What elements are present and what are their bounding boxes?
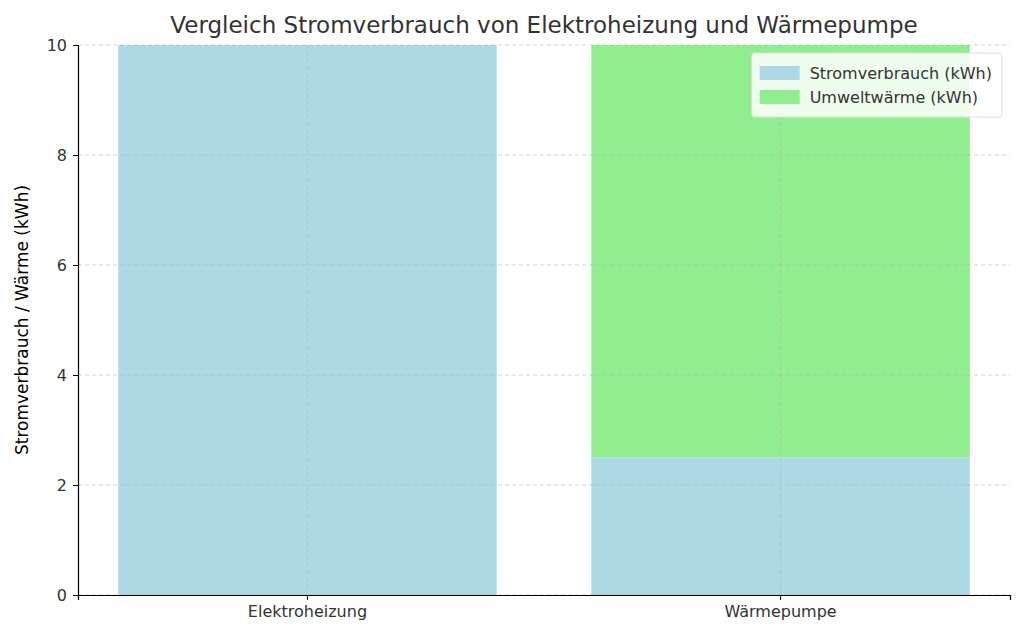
y-axis: 0 2 4 6 8 10 [47, 36, 79, 605]
bar [591, 458, 969, 596]
legend-label: Stromverbrauch (kWh) [810, 64, 992, 83]
y-tick: 10 [47, 36, 78, 55]
x-tick-mark [780, 595, 781, 600]
y-tick-label: 2 [57, 476, 67, 495]
bars [118, 45, 970, 595]
chart: 0 2 4 6 8 10 Elektroheizung Wärmepumpe Vergleich… [0, 0, 1024, 635]
y-tick: 0 [57, 586, 78, 605]
legend: Stromverbrauch (kWh) Umweltwärme (kWh) [752, 53, 1002, 117]
grid-line [78, 155, 1010, 156]
y-tick-mark [73, 265, 78, 266]
x-axis: Elektroheizung Wärmepumpe [79, 595, 1011, 621]
legend-swatch [760, 66, 800, 80]
legend-box [752, 53, 1002, 117]
x-tick-mark [307, 595, 308, 600]
y-axis-title: Stromverbrauch / Wärme (kWh) [12, 185, 32, 455]
y-tick-mark [73, 45, 78, 46]
y-tick-mark [73, 485, 78, 486]
y-tick: 4 [57, 366, 78, 385]
x-tick-label: Elektroheizung [248, 602, 367, 621]
y-tick: 8 [57, 146, 78, 165]
y-axis-line [73, 46, 79, 596]
grid [78, 45, 1010, 595]
legend-swatch [760, 90, 800, 104]
y-tick: 2 [57, 476, 78, 495]
y-tick-mark [73, 155, 78, 156]
x-tick: Wärmepumpe [724, 595, 836, 621]
title: Vergleich Stromverbrauch von Elektroheiz… [170, 12, 917, 38]
x-tick-label: Wärmepumpe [724, 602, 836, 621]
x-axis-line [79, 596, 1011, 601]
grid-line [78, 485, 1010, 486]
y-tick-mark [73, 595, 78, 596]
grid-line [78, 45, 1010, 46]
y-tick-label: 8 [57, 146, 67, 165]
grid-line [780, 45, 781, 595]
legend-label: Umweltwärme (kWh) [810, 88, 978, 107]
y-tick-label: 0 [57, 586, 67, 605]
y-tick-mark [73, 375, 78, 376]
y-tick: 6 [57, 256, 78, 275]
grid-line [78, 375, 1010, 376]
grid-line [78, 265, 1010, 266]
x-tick: Elektroheizung [248, 595, 367, 621]
grid-line [307, 45, 308, 595]
y-tick-label: 6 [57, 256, 67, 275]
y-tick-label: 4 [57, 366, 67, 385]
bar [118, 45, 496, 595]
y-tick-label: 10 [47, 36, 67, 55]
